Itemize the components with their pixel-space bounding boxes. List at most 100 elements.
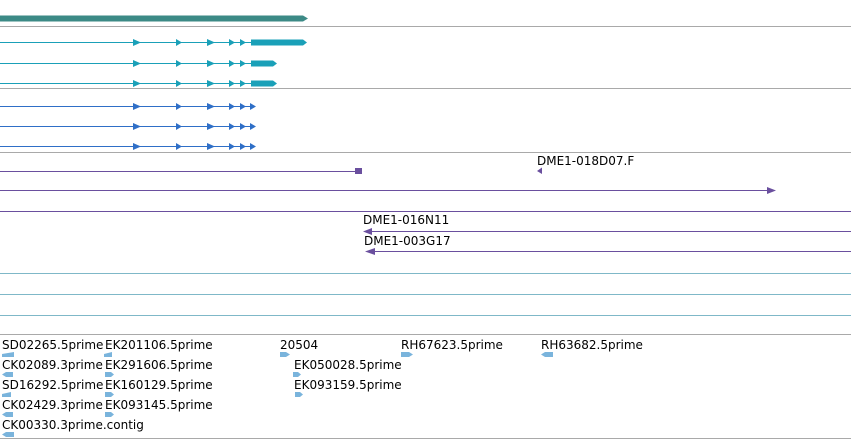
clone-end-arrow (767, 187, 776, 194)
exon-mark (240, 123, 246, 130)
exon-mark (240, 80, 246, 87)
clone-end-arrow (363, 228, 372, 235)
exon-mark (133, 39, 141, 46)
est-label: EK160129.5prime (105, 378, 213, 392)
est-label: RH63682.5prime (541, 338, 643, 352)
est-arrow (280, 352, 290, 357)
clone-feature[interactable] (0, 168, 362, 174)
exon-mark (133, 80, 141, 87)
exon-mark (207, 123, 215, 130)
transcript-row[interactable] (0, 39, 307, 46)
est-feature[interactable]: CK00330.3prime.contig (2, 418, 144, 437)
exon-mark (207, 60, 215, 67)
est-label: EK201106.5prime (105, 338, 213, 352)
exon-mark (176, 39, 182, 46)
track-separators (0, 26, 851, 439)
coding-block (251, 80, 277, 87)
gene-feature[interactable] (0, 15, 308, 22)
exon-mark (229, 39, 235, 46)
est-arrow (105, 372, 114, 377)
exon-mark (240, 60, 246, 67)
est-label: EK291606.5prime (105, 358, 213, 372)
transcript-track (0, 39, 307, 87)
est-label: 20504 (280, 338, 318, 352)
est-feature[interactable]: SD02265.5prime (2, 338, 103, 357)
exon-mark (207, 103, 215, 110)
coding-block (251, 60, 277, 67)
est-feature[interactable]: EK160129.5prime (105, 378, 213, 397)
est-arrow (293, 372, 301, 377)
est-label: CK02089.3prime (2, 358, 103, 372)
exon-mark (207, 39, 215, 46)
exon-mark (229, 80, 235, 87)
gene-feature-track (0, 15, 308, 22)
est-arrow (541, 352, 553, 357)
exon-mark (229, 123, 235, 130)
est-label: CK00330.3prime.contig (2, 418, 144, 432)
empty-tracks (0, 273, 851, 316)
est-arrow (401, 352, 413, 357)
coding-block (251, 39, 307, 46)
est-feature[interactable]: SD16292.5prime (2, 378, 103, 397)
exon-mark (176, 123, 182, 130)
est-arrow (2, 352, 14, 357)
exon-mark (176, 143, 182, 150)
exon-mark (133, 123, 141, 130)
est-feature[interactable]: RH63682.5prime (541, 338, 643, 357)
exon-mark (229, 60, 235, 67)
est-label: RH67623.5prime (401, 338, 503, 352)
protein-row[interactable] (0, 103, 256, 110)
exon-mark (240, 103, 246, 110)
clone-label: DME1-003G17 (364, 234, 451, 248)
est-arrow (104, 352, 112, 357)
est-feature[interactable]: EK291606.5prime (105, 358, 213, 377)
clone-end-block (365, 248, 375, 255)
exon-mark (229, 103, 235, 110)
est-feature[interactable]: EK093145.5prime (105, 398, 213, 417)
exon-mark (207, 80, 215, 87)
est-feature[interactable]: EK093159.5prime (294, 378, 402, 397)
exon-mark (250, 123, 256, 130)
est-arrow (2, 372, 13, 377)
exon-mark (250, 103, 256, 110)
est-track: SD02265.5prime EK201106.5prime 20504 RH6… (2, 338, 643, 437)
exon-mark (240, 39, 246, 46)
exon-mark (176, 103, 182, 110)
transcript-row[interactable] (0, 80, 277, 87)
est-feature[interactable]: RH67623.5prime (401, 338, 503, 357)
est-arrow (295, 392, 303, 397)
clone-end-arrow (537, 167, 542, 174)
protein-row[interactable] (0, 143, 256, 150)
exon-mark (240, 143, 246, 150)
est-label: EK093159.5prime (294, 378, 402, 392)
est-feature[interactable]: CK02089.3prime (2, 358, 103, 377)
est-arrow (2, 392, 11, 397)
est-label: CK02429.3prime (2, 398, 103, 412)
clone-label: DME1-018D07.F (537, 154, 634, 168)
clone-track: DME1-018D07.F DME1-016N11 DME1-003G17 (0, 154, 851, 255)
exon-mark (133, 103, 141, 110)
exon-mark (229, 143, 235, 150)
est-label: SD16292.5prime (2, 378, 103, 392)
est-arrow (2, 432, 14, 437)
est-label: EK093145.5prime (105, 398, 213, 412)
est-arrow (105, 392, 114, 397)
clone-end-block (355, 168, 362, 174)
protein-row[interactable] (0, 123, 256, 130)
transcript-row[interactable] (0, 60, 277, 67)
clone-feature[interactable] (0, 187, 776, 194)
est-label: EK050028.5prime (294, 358, 402, 372)
exon-mark (133, 60, 141, 67)
est-arrow (2, 412, 13, 417)
clone-feature[interactable]: DME1-016N11 (363, 213, 851, 235)
est-feature[interactable]: CK02429.3prime (2, 398, 103, 417)
est-feature[interactable]: 20504 (280, 338, 318, 357)
est-feature[interactable]: EK050028.5prime (293, 358, 402, 377)
est-feature[interactable]: EK201106.5prime (104, 338, 213, 357)
clone-feature[interactable]: DME1-003G17 (364, 234, 851, 255)
clone-feature[interactable]: DME1-018D07.F (537, 154, 634, 174)
clone-label: DME1-016N11 (363, 213, 449, 227)
exon-mark (207, 143, 215, 150)
protein-track (0, 103, 256, 150)
